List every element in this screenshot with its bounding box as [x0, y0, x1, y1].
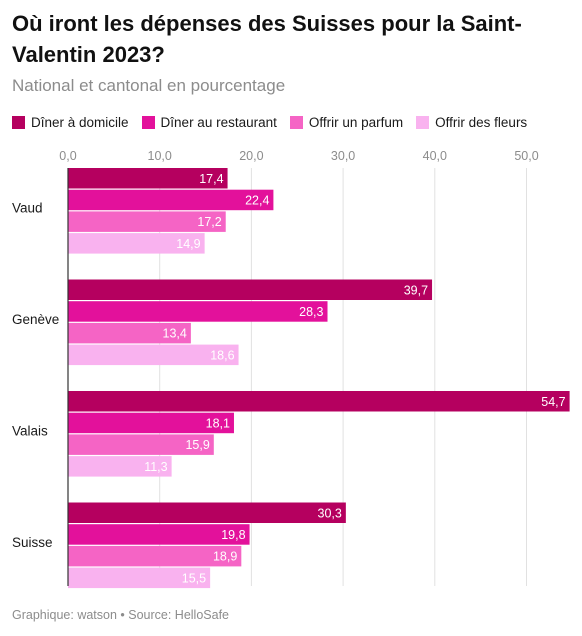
legend-item-diner-au-restaurant: Dîner au restaurant [141, 115, 277, 130]
bar-suisse-offrir-un-parfum [68, 545, 242, 567]
bar-vaud-offrir-un-parfum [68, 211, 226, 232]
legend-item-diner-a-domicile: Dîner à domicile [12, 115, 129, 130]
chart-title: Où iront les dépenses des Suisses pour l… [12, 11, 522, 67]
bar-valais-offrir-un-parfum [68, 434, 214, 455]
data-label: 17,4 [199, 172, 223, 186]
data-label: 18,1 [206, 416, 230, 430]
legend-item-offrir-un-parfum: Offrir un parfum [289, 115, 404, 130]
x-tick-label: 40,0 [423, 149, 447, 163]
data-label: 17,2 [197, 215, 221, 229]
bar-vaud-offrir-des-fleurs [68, 233, 205, 254]
legend-swatch [12, 116, 25, 129]
bar-geneve-diner-a-domicile [68, 279, 433, 300]
bar-valais-diner-a-domicile [68, 391, 570, 412]
bar-geneve-diner-au-restaurant [68, 301, 328, 322]
category-label-vaud: Vaud [12, 200, 43, 215]
chart-subtitle: National et cantonal en pourcentage [12, 76, 286, 95]
data-label: 15,9 [185, 438, 209, 452]
x-tick-label: 0,0 [59, 149, 76, 163]
legend-swatch [289, 116, 303, 129]
legend-item-offrir-des-fleurs: Offrir des fleurs [416, 115, 527, 130]
data-label: 19,8 [221, 528, 245, 542]
bar-valais-offrir-des-fleurs [68, 456, 172, 477]
data-label: 22,4 [245, 193, 269, 207]
bar-chart: 0,0 10,0 20,0 30,0 40,0 50,0 17,4 22,4 17,2 14,9 V… [12, 149, 570, 589]
legend-swatch [141, 116, 155, 129]
data-label: 54,7 [541, 395, 565, 409]
data-label: 18,9 [213, 550, 237, 564]
category-label-suisse: Suisse [12, 535, 53, 550]
data-label: 11,3 [144, 460, 167, 474]
legend-label: Offrir un parfum [308, 115, 404, 130]
x-tick-label: 20,0 [239, 149, 263, 163]
bar-vaud-diner-a-domicile [68, 168, 228, 189]
category-label-valais: Valais [12, 423, 48, 438]
bar-suisse-diner-au-restaurant [68, 524, 250, 545]
x-tick-label: 10,0 [148, 149, 172, 163]
legend-label: Offrir des fleurs [435, 115, 528, 130]
legend: Dîner à domicile Dîner au restaurant Offri… [12, 115, 527, 130]
data-label: 28,3 [299, 305, 323, 319]
bar-geneve-offrir-un-parfum [68, 322, 191, 344]
legend-swatch [416, 116, 430, 129]
data-label: 15,5 [182, 571, 206, 585]
bar-vaud-diner-au-restaurant [68, 189, 274, 211]
bar-valais-diner-au-restaurant [68, 412, 234, 434]
data-label: 13,4 [163, 327, 187, 341]
bar-suisse-diner-a-domicile [68, 502, 346, 523]
bar-geneve-offrir-des-fleurs [68, 344, 239, 366]
data-label: 39,7 [404, 283, 428, 297]
bar-suisse-offrir-des-fleurs [68, 567, 211, 589]
data-label: 18,6 [210, 348, 234, 362]
x-tick-label: 50,0 [514, 149, 538, 163]
data-label: 14,9 [176, 237, 200, 251]
data-label: 30,3 [318, 506, 342, 520]
category-label-geneve: Genève [12, 312, 59, 327]
legend-label: Dîner au restaurant [160, 115, 277, 130]
x-tick-label: 30,0 [331, 149, 355, 163]
chart-footer: Graphique: watson • Source: HelloSafe [12, 608, 229, 622]
legend-label: Dîner à domicile [31, 115, 129, 130]
